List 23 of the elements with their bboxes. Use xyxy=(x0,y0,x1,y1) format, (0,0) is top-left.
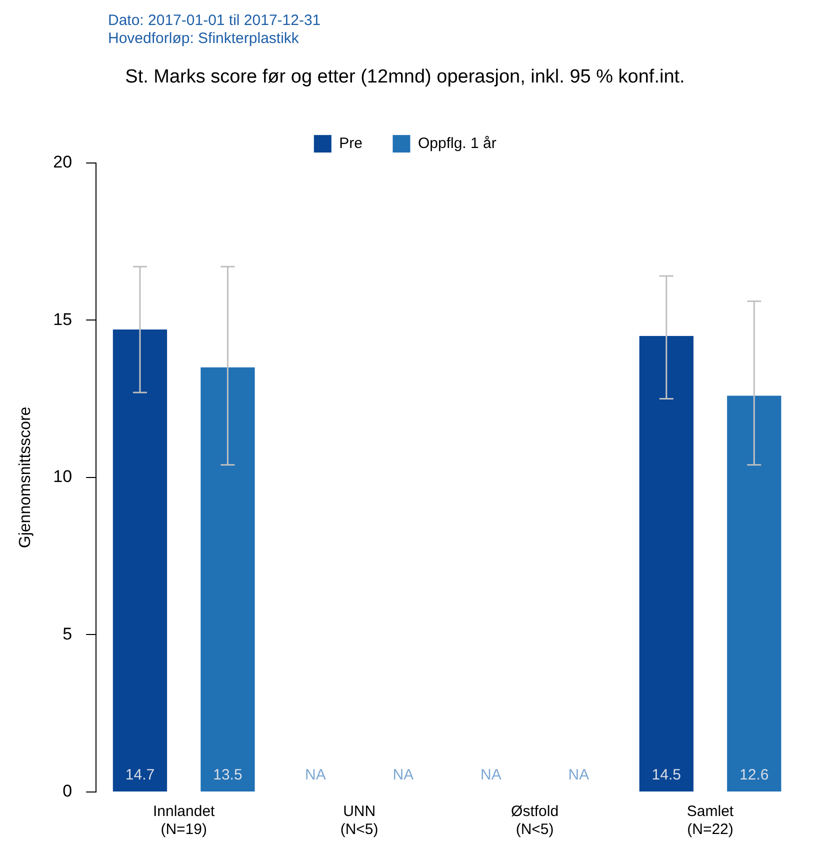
data-label: 14.5 xyxy=(652,766,681,784)
y-tick-label: 0 xyxy=(62,782,72,801)
legend-label: Pre xyxy=(339,134,362,152)
text: NA xyxy=(568,766,590,784)
text: Hovedforløp: Sfinkterplastikk xyxy=(108,30,300,48)
data-label: 12.6 xyxy=(740,766,769,784)
text: NA xyxy=(305,766,326,784)
y-tick-label: 5 xyxy=(62,624,72,644)
y-tick-label: 20 xyxy=(53,152,72,172)
x-tick-label: Samlet (N=22) xyxy=(686,803,734,838)
y-tick-label: 10 xyxy=(53,467,72,486)
text: NA xyxy=(480,766,502,784)
text: NA xyxy=(392,766,414,784)
y-tick-label: 15 xyxy=(53,310,72,329)
chart-title: St. Marks score før og etter (12mnd) operasjon, inkl. 95 % konf.int. xyxy=(125,66,685,88)
x-tick-label: UNN (N<5) xyxy=(340,803,378,838)
x-tick-label: Østfold (N<5) xyxy=(511,803,559,838)
y-axis-title: Gjennomsnittsscore xyxy=(17,406,34,548)
legend-label: Oppflg. 1 år xyxy=(418,134,496,152)
data-label: 13.5 xyxy=(213,766,242,784)
text: Dato: 2017-01-01 til 2017-12-31 xyxy=(108,12,322,30)
data-label: 14.7 xyxy=(125,766,155,784)
x-tick-label: Innlandet (N=19) xyxy=(152,803,216,838)
